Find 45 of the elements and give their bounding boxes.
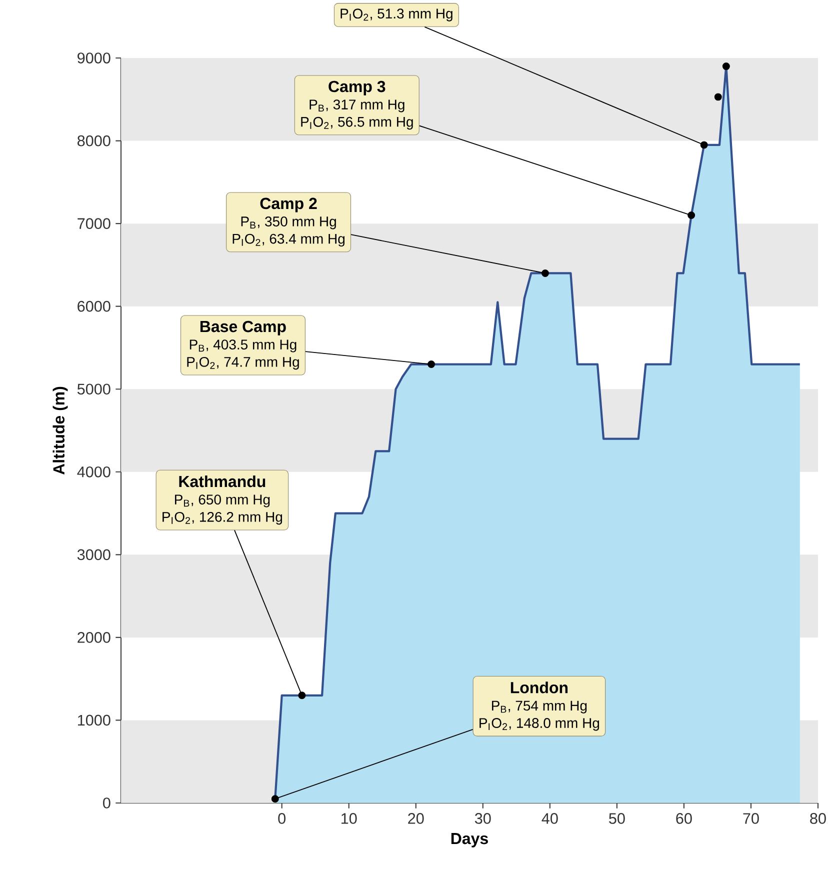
annotation: P$_{I}$O$_{2}$, 126.2 mm Hg bbox=[162, 512, 282, 525]
annotation: P$_{B}$, 650 mm Hg bbox=[175, 494, 270, 508]
point bbox=[298, 692, 306, 700]
x-tick-label: 30 bbox=[474, 813, 491, 824]
y-tick-label: 9000 bbox=[78, 52, 110, 64]
y-axis-title: Altitude (m) bbox=[52, 386, 68, 475]
y-tick-label: 3000 bbox=[77, 549, 110, 560]
annotation: Base Camp bbox=[200, 320, 286, 336]
annotation: P$_{I}$O$_{2}$, 148.0 mm Hg bbox=[480, 718, 600, 731]
point bbox=[714, 93, 722, 101]
point bbox=[722, 62, 730, 70]
annotation: P$_{B}$, 350 mm Hg bbox=[241, 216, 336, 230]
x-axis-title: Days bbox=[451, 833, 488, 848]
x-tick-label: 20 bbox=[408, 813, 424, 824]
annotation: Camp 2 bbox=[260, 198, 317, 212]
annotation: London bbox=[510, 682, 568, 694]
x-tick-label: 60 bbox=[676, 813, 692, 824]
y-tick-label: 8000 bbox=[78, 135, 110, 146]
y-tick-label: 0 bbox=[103, 798, 110, 808]
annotation: Camp 3 bbox=[328, 80, 386, 96]
annotation: P$_{I}$O$_{2}$, 56.5 mm Hg bbox=[301, 116, 413, 130]
point bbox=[688, 212, 696, 220]
x-tick-label: 10 bbox=[342, 813, 357, 824]
point bbox=[541, 270, 549, 277]
point bbox=[700, 141, 708, 149]
annotation: P$_{I}$O$_{2}$, 63.4 mm Hg bbox=[232, 234, 345, 247]
y-tick-label: 1000 bbox=[78, 714, 110, 726]
annotation: P$_{B}$, 754 mm Hg bbox=[492, 700, 587, 714]
x-tick-label: 80 bbox=[810, 813, 826, 824]
x-tick-label: 70 bbox=[743, 813, 759, 824]
annotation: P$_{B}$, 317 mm Hg bbox=[310, 100, 404, 112]
annotation: P$_{I}$O$_{2}$, 74.7 mm Hg bbox=[187, 356, 299, 370]
y-tick-label: 6000 bbox=[78, 300, 110, 312]
y-tick-label: 5000 bbox=[77, 384, 110, 395]
x-tick-label: 40 bbox=[542, 813, 558, 824]
annotation: Kathmandu bbox=[179, 475, 266, 488]
y-tick-label: 7000 bbox=[78, 218, 110, 229]
x-tick-label: 50 bbox=[609, 813, 625, 824]
point bbox=[271, 795, 279, 803]
annotation: P$_{B}$, 403.5 mm Hg bbox=[190, 340, 296, 352]
annotation: P$_{I}$O$_{2}$, 51.3 mm Hg bbox=[340, 8, 452, 22]
y-tick-label: 2000 bbox=[78, 632, 110, 643]
y-tick-label: 4000 bbox=[77, 466, 110, 478]
point bbox=[428, 360, 436, 368]
x-tick-label: 0 bbox=[278, 813, 286, 824]
